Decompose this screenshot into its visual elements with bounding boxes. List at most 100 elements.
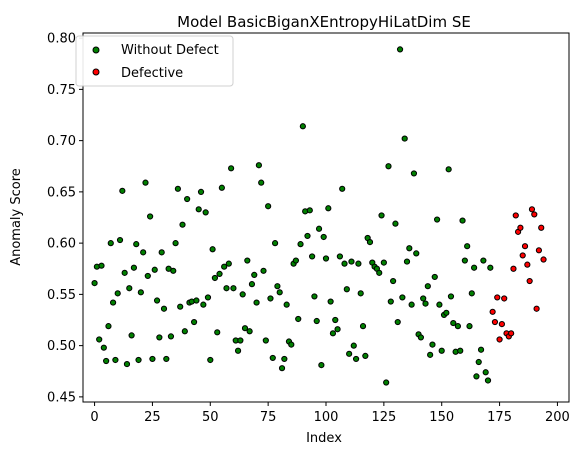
point-without-defect [487, 264, 494, 271]
y-tick-label: 0.65 [47, 185, 76, 200]
x-tick-label: 0 [90, 410, 98, 425]
point-without-defect [167, 333, 175, 340]
point-without-defect [376, 269, 383, 276]
point-without-defect [239, 291, 246, 298]
point-without-defect [128, 332, 135, 339]
point-without-defect [202, 209, 209, 216]
point-without-defect [147, 213, 154, 220]
point-without-defect [130, 264, 138, 271]
point-defective [501, 295, 508, 302]
y-axis: 0.45 0.50 0.55 0.60 0.65 0.70 0.75 0.80 [47, 32, 83, 405]
point-without-defect [457, 347, 464, 354]
point-without-defect [121, 269, 128, 276]
point-without-defect [216, 270, 223, 277]
point-without-defect [396, 46, 404, 53]
point-without-defect [181, 328, 188, 335]
point-without-defect [283, 301, 290, 308]
point-defective [531, 211, 538, 218]
point-without-defect [311, 293, 318, 300]
point-without-defect [221, 263, 228, 270]
point-defective [535, 247, 543, 254]
x-axis: 0 25 50 75 100 125 150 175 200 [90, 402, 570, 425]
point-without-defect [172, 240, 179, 247]
point-without-defect [248, 281, 256, 288]
point-without-defect [244, 257, 251, 264]
point-without-defect [459, 217, 466, 224]
point-without-defect [390, 277, 397, 285]
point-without-defect [237, 337, 244, 344]
x-tick-label: 100 [314, 410, 339, 425]
point-without-defect [114, 290, 121, 297]
point-without-defect [408, 301, 415, 308]
point-defective [533, 305, 540, 312]
point-without-defect [267, 295, 274, 302]
point-defective [524, 261, 531, 268]
point-without-defect [193, 297, 200, 304]
x-tick-label: 25 [144, 410, 161, 425]
point-without-defect [228, 165, 235, 172]
y-tick-label: 0.75 [47, 83, 76, 98]
point-without-defect [436, 301, 443, 308]
point-defective [498, 321, 505, 328]
y-tick-label: 0.55 [47, 288, 76, 303]
point-without-defect [156, 334, 163, 341]
x-axis-label: Index [306, 431, 342, 446]
point-without-defect [427, 351, 434, 358]
point-without-defect [325, 205, 332, 212]
point-without-defect [366, 239, 374, 246]
point-without-defect [424, 283, 431, 290]
point-without-defect [447, 293, 455, 300]
point-without-defect [225, 260, 232, 267]
point-without-defect [362, 352, 369, 359]
point-without-defect [230, 285, 237, 292]
point-without-defect [350, 342, 357, 349]
point-without-defect [429, 341, 436, 348]
point-without-defect [174, 185, 181, 192]
point-without-defect [445, 166, 452, 173]
point-without-defect [262, 337, 269, 344]
point-without-defect [288, 341, 295, 348]
y-tick-label: 0.50 [47, 339, 76, 354]
point-without-defect [387, 298, 394, 305]
point-without-defect [177, 303, 184, 310]
point-without-defect [218, 184, 225, 191]
point-without-defect [179, 221, 186, 228]
point-without-defect [339, 185, 346, 192]
point-without-defect [100, 344, 107, 351]
point-without-defect [207, 356, 214, 364]
point-without-defect [190, 318, 198, 326]
x-tick-label: 75 [260, 410, 277, 425]
point-without-defect [295, 315, 302, 323]
point-without-defect [318, 362, 325, 369]
legend-label-defective: Defective [121, 66, 183, 81]
point-without-defect [385, 163, 392, 170]
point-without-defect [251, 271, 258, 278]
point-without-defect [144, 272, 151, 280]
point-defective [489, 308, 496, 315]
point-without-defect [260, 267, 267, 274]
point-defective [508, 330, 515, 337]
point-without-defect [352, 355, 360, 363]
legend-marker-defective [92, 68, 100, 76]
point-without-defect [299, 123, 306, 130]
point-without-defect [461, 257, 468, 264]
point-without-defect [195, 206, 202, 213]
point-without-defect [160, 305, 168, 312]
point-defective [494, 294, 501, 301]
point-without-defect [399, 294, 406, 301]
point-without-defect [96, 336, 103, 343]
point-without-defect [142, 179, 149, 186]
point-without-defect [119, 187, 126, 194]
point-without-defect [320, 233, 327, 241]
point-without-defect [359, 323, 367, 330]
point-without-defect [265, 203, 272, 210]
point-without-defect [253, 299, 260, 306]
point-without-defect [281, 355, 288, 363]
point-without-defect [255, 162, 262, 169]
point-without-defect [484, 377, 492, 384]
point-without-defect [348, 258, 355, 265]
legend: Without Defect Defective [75, 35, 234, 87]
point-defective [521, 243, 529, 250]
point-without-defect [477, 346, 485, 353]
